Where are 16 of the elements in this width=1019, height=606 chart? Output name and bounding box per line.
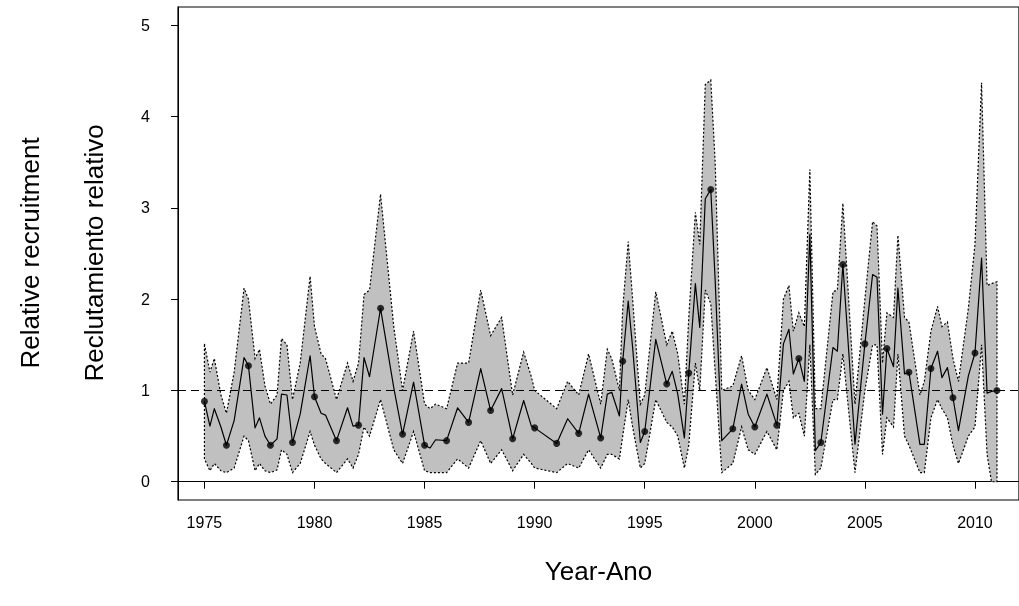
x-tick-label: 1975 xyxy=(186,513,223,531)
x-tick-label: 2000 xyxy=(737,513,773,531)
y-tick-label: 0 xyxy=(141,473,151,491)
y-tick-label: 3 xyxy=(141,199,151,217)
y-tick-label: 2 xyxy=(141,290,151,308)
x-tick-label: 1995 xyxy=(626,513,663,531)
text: Relative recruitment Reclutamiento relativo xyxy=(15,124,109,382)
x-tick-label: 1985 xyxy=(406,513,443,531)
y-tick-label: 1 xyxy=(141,381,151,399)
y-tick-label: 4 xyxy=(141,108,151,126)
x-tick-label: 2005 xyxy=(847,513,883,531)
x-tick-label: 1990 xyxy=(516,513,553,531)
y-tick-label: 5 xyxy=(141,16,151,34)
x-tick-label: 2010 xyxy=(957,513,993,531)
x-axis-title: Year-Ano xyxy=(544,556,653,586)
x-tick-label: 1980 xyxy=(296,513,333,531)
